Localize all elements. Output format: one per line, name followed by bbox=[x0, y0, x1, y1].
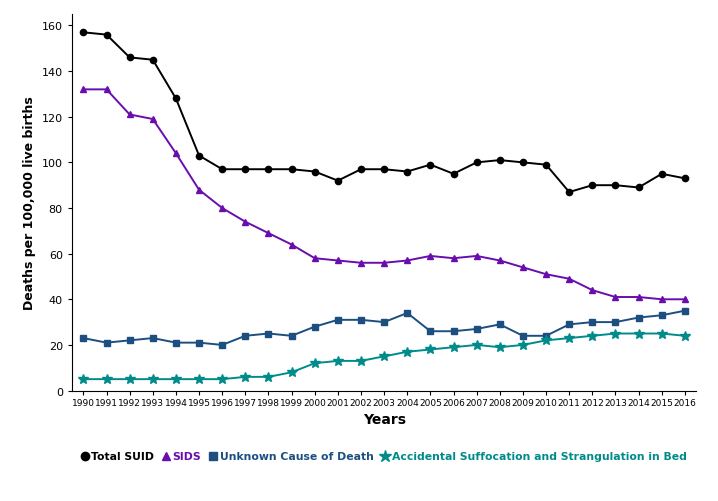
Legend: Total SUID, SIDS, Unknown Cause of Death, Accidental Suffocation and Strangulati: Total SUID, SIDS, Unknown Cause of Death… bbox=[77, 447, 691, 466]
X-axis label: Years: Years bbox=[363, 412, 406, 426]
Y-axis label: Deaths per 100,000 live births: Deaths per 100,000 live births bbox=[23, 96, 36, 310]
